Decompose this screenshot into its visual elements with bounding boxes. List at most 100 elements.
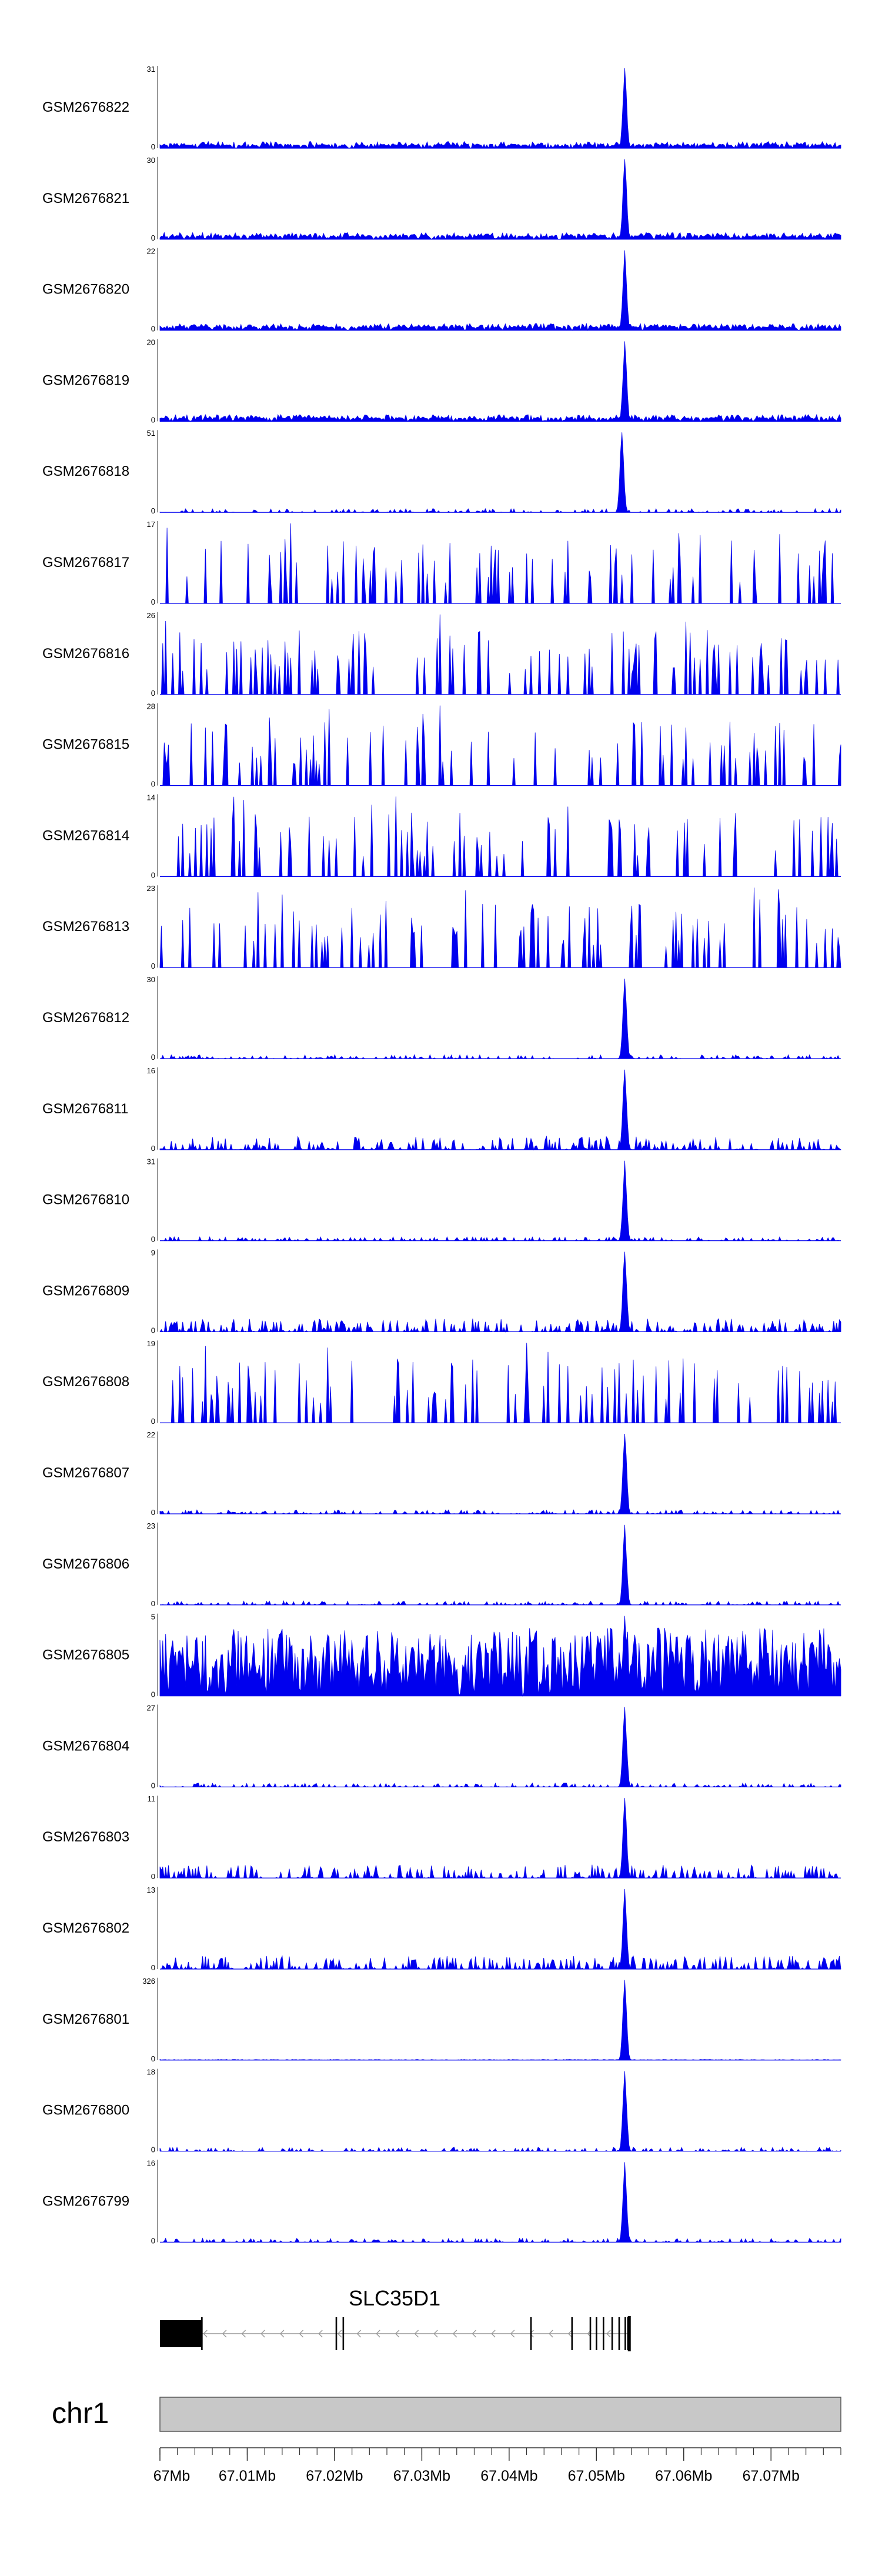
y-max-tick-label: 30 (147, 156, 155, 165)
y-min-tick-label: 0 (151, 1690, 155, 1699)
y-max-tick-label: 22 (147, 247, 155, 256)
y-min-tick-label: 0 (151, 689, 155, 698)
track-label: GSM2676813 (42, 919, 129, 935)
track-GSM2676811: GSM2676811 16 0 (42, 1066, 842, 1153)
y-max-tick-label: 31 (147, 65, 155, 74)
genome-axis: 67Mb 67.01Mb 67.02Mb 67.03Mb 67.04Mb 67.05Mb 6… (153, 2447, 841, 2484)
track-GSM2676815: GSM2676815 28 0 (42, 702, 841, 789)
track-label: GSM2676814 (42, 827, 129, 843)
coverage-area (160, 978, 841, 1060)
coverage-area (160, 1888, 841, 1970)
y-min-tick-label: 0 (151, 2145, 155, 2154)
strand-arrow (510, 2330, 515, 2338)
y-max-tick-label: 17 (147, 520, 155, 529)
chromosome-band (159, 2397, 841, 2432)
strand-arrow (452, 2330, 457, 2338)
chromosome-label: chr1 (52, 2397, 109, 2430)
axis-tick-label: 67.01Mb (219, 2468, 276, 2484)
track-GSM2676805: GSM2676805 5 0 (42, 1613, 841, 1699)
exon (596, 2317, 597, 2350)
coverage-area (160, 1524, 841, 1606)
track-GSM2676804: GSM2676804 27 0 (42, 1703, 841, 1790)
coverage-area (160, 705, 841, 786)
y-max-tick-label: 27 (147, 1703, 155, 1712)
coverage-area (159, 432, 841, 513)
track-label: GSM2676804 (42, 1738, 129, 1754)
strand-arrow (260, 2330, 265, 2338)
exon (201, 2317, 203, 2350)
strand-arrow (606, 2330, 611, 2338)
y-min-tick-label: 0 (151, 1417, 155, 1426)
coverage-area (159, 2071, 841, 2152)
coverage-tracks: GSM2676822310GSM2676821300GSM2676820220G… (42, 65, 842, 2245)
gene-name-label: SLC35D1 (349, 2286, 440, 2310)
y-min-tick-label: 0 (151, 870, 155, 879)
y-max-tick-label: 30 (147, 975, 155, 984)
chromosome-track: chr1 (52, 2397, 841, 2432)
exon (611, 2317, 613, 2350)
track-GSM2676809: GSM2676809 9 0 (42, 1248, 841, 1334)
y-min-tick-label: 0 (151, 142, 155, 151)
coverage-area (159, 1616, 841, 1697)
track-label: GSM2676807 (42, 1465, 129, 1481)
gene-model (160, 2316, 631, 2351)
track-label: GSM2676799 (42, 2193, 129, 2209)
y-max-tick-label: 23 (147, 1521, 155, 1530)
y-min-tick-label: 0 (151, 598, 155, 606)
y-min-tick-label: 0 (151, 2236, 155, 2245)
track-GSM2676822: GSM2676822 31 0 (42, 65, 841, 151)
strand-arrow (395, 2330, 400, 2338)
y-min-tick-label: 0 (151, 1508, 155, 1517)
track-GSM2676821: GSM2676821 30 0 (42, 156, 841, 242)
track-label: GSM2676822 (42, 99, 129, 115)
axis-tick-label: 67.05Mb (568, 2468, 625, 2484)
coverage-area (159, 159, 841, 240)
exon (589, 2317, 592, 2350)
exon (342, 2317, 345, 2350)
y-min-tick-label: 0 (151, 1781, 155, 1790)
track-label: GSM2676812 (42, 1010, 129, 1026)
y-min-tick-label: 0 (151, 1235, 155, 1244)
strand-arrow (299, 2330, 304, 2338)
track-GSM2676808: GSM2676808 19 0 (42, 1339, 841, 1426)
y-max-tick-label: 13 (147, 1886, 155, 1894)
axis-tick-label: 67.07Mb (743, 2468, 800, 2484)
track-label: GSM2676819 (42, 372, 129, 388)
strand-arrow (318, 2330, 323, 2338)
coverage-area (159, 68, 841, 149)
y-max-tick-label: 16 (147, 1066, 155, 1075)
strand-arrow (414, 2330, 419, 2338)
strand-arrow (203, 2330, 208, 2338)
y-max-tick-label: 23 (147, 884, 155, 893)
track-GSM2676812: GSM2676812 30 0 (42, 975, 841, 1062)
axis-tick-label: 67.03Mb (393, 2468, 450, 2484)
track-GSM2676817: GSM2676817 17 0 (42, 520, 841, 606)
coverage-area (159, 1252, 841, 1333)
axis-tick-label: 67.04Mb (480, 2468, 537, 2484)
strand-arrow (491, 2330, 496, 2338)
strand-arrow (376, 2330, 380, 2338)
y-max-tick-label: 19 (147, 1339, 155, 1348)
y-max-tick-label: 22 (147, 1430, 155, 1439)
strand-arrow (222, 2330, 227, 2338)
strand-arrow (472, 2330, 476, 2338)
y-min-tick-label: 0 (151, 780, 155, 789)
exon (335, 2317, 338, 2350)
track-GSM2676806: GSM2676806 23 0 (42, 1521, 841, 1608)
track-label: GSM2676821 (42, 191, 129, 206)
track-label: GSM2676810 (42, 1192, 129, 1208)
y-min-tick-label: 0 (151, 415, 155, 424)
track-GSM2676807: GSM2676807 22 0 (42, 1430, 841, 1517)
track-GSM2676814: GSM2676814 14 0 (42, 793, 841, 879)
track-GSM2676819: GSM2676819 20 0 (42, 338, 841, 424)
strand-arrow (279, 2330, 285, 2338)
track-GSM2676816: GSM2676816 26 0 (42, 611, 841, 698)
axis-tick-label: 67Mb (153, 2468, 191, 2484)
track-GSM2676813: GSM2676813 23 0 (42, 884, 841, 970)
coverage-area (159, 1069, 842, 1151)
coverage-area (159, 341, 841, 422)
strand-arrow (567, 2330, 573, 2338)
y-min-tick-label: 0 (151, 1599, 155, 1608)
strand-arrow (356, 2330, 362, 2338)
coverage-area (159, 250, 841, 331)
